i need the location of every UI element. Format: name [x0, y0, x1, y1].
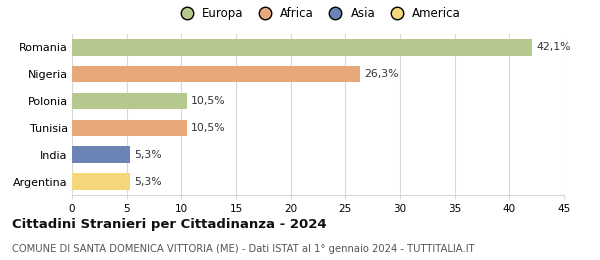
Bar	[72, 39, 532, 56]
Text: 42,1%: 42,1%	[536, 42, 571, 52]
Text: Cittadini Stranieri per Cittadinanza - 2024: Cittadini Stranieri per Cittadinanza - 2…	[12, 218, 326, 231]
Legend: Europa, Africa, Asia, America: Europa, Africa, Asia, America	[170, 2, 466, 25]
Bar	[72, 120, 187, 136]
Text: 10,5%: 10,5%	[191, 123, 226, 133]
Text: 10,5%: 10,5%	[191, 96, 226, 106]
Text: 26,3%: 26,3%	[364, 69, 398, 79]
Bar	[72, 146, 130, 163]
Bar	[72, 66, 359, 82]
Text: COMUNE DI SANTA DOMENICA VITTORIA (ME) - Dati ISTAT al 1° gennaio 2024 - TUTTITA: COMUNE DI SANTA DOMENICA VITTORIA (ME) -…	[12, 244, 475, 254]
Text: 5,3%: 5,3%	[134, 177, 162, 187]
Bar	[72, 173, 130, 190]
Bar	[72, 93, 187, 109]
Text: 5,3%: 5,3%	[134, 150, 162, 160]
